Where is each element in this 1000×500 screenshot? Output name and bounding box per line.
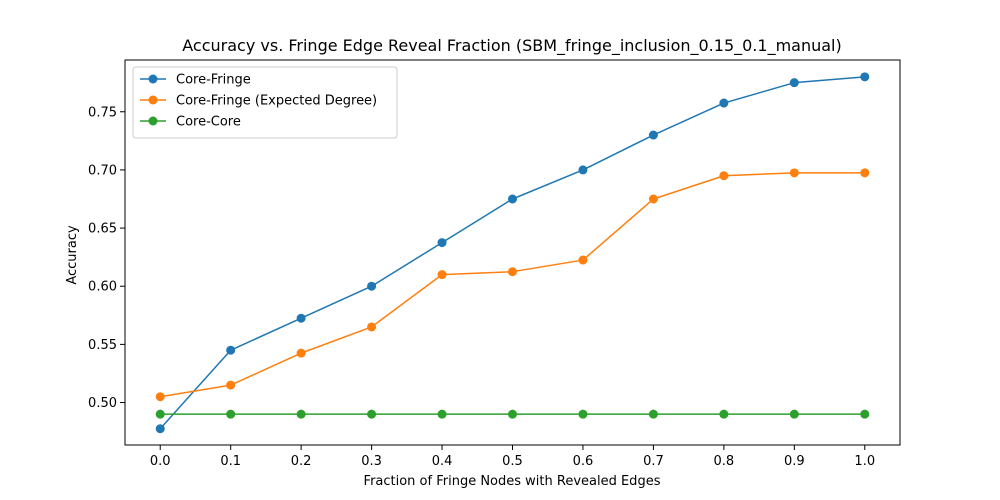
legend-label-core-core: Core-Core xyxy=(176,115,241,130)
data-point-core-fringe xyxy=(789,78,799,88)
legend-label-core-fringe-expected-degree: Core-Fringe (Expected Degree) xyxy=(176,94,377,109)
x-tick-label: 0.7 xyxy=(643,454,664,469)
x-tick-label: 0.8 xyxy=(714,454,735,469)
data-point-core-fringe xyxy=(437,238,447,248)
chart-title: Accuracy vs. Fringe Edge Reveal Fraction… xyxy=(182,36,841,56)
data-point-core-core xyxy=(578,409,588,419)
data-point-core-fringe xyxy=(719,98,729,108)
y-tick-label: 0.70 xyxy=(88,163,117,178)
data-point-core-fringe xyxy=(578,165,588,175)
data-point-core-fringe-expected-degree xyxy=(789,168,799,178)
x-tick-label: 0.9 xyxy=(784,454,805,469)
data-point-core-core xyxy=(367,409,377,419)
x-tick-label: 0.4 xyxy=(432,454,453,469)
data-point-core-core xyxy=(719,409,729,419)
data-point-core-fringe xyxy=(155,424,165,434)
legend: Core-Fringe Core-Fringe (Expected Degree)… xyxy=(132,66,398,139)
data-point-core-core xyxy=(226,409,236,419)
x-axis-title: Fraction of Fringe Nodes with Revealed E… xyxy=(364,474,661,489)
y-tick-label: 0.75 xyxy=(88,105,117,120)
x-tick-label: 0.5 xyxy=(502,454,523,469)
data-point-core-core xyxy=(648,409,658,419)
plot-area: 0.0 0.1 0.2 0.3 0.4 0.5 0.6 0.7 0.8 0.9 1.0 0.50 0.5… xyxy=(88,59,901,469)
legend-label-core-fringe: Core-Fringe xyxy=(176,73,251,88)
data-point-core-fringe xyxy=(508,194,517,204)
data-point-core-fringe xyxy=(226,345,236,355)
data-point-core-fringe-expected-degree xyxy=(578,255,588,265)
data-point-core-fringe-expected-degree xyxy=(226,380,236,390)
x-tick-label: 0.2 xyxy=(291,454,312,469)
x-tick-label: 0.0 xyxy=(150,454,171,469)
data-point-core-core xyxy=(860,409,870,419)
data-point-core-fringe-expected-degree xyxy=(719,171,729,181)
legend-marker-core-fringe xyxy=(148,74,158,84)
series-line-core-fringe-expected-degree xyxy=(160,172,865,398)
y-tick-label: 0.65 xyxy=(88,222,117,237)
data-point-core-fringe xyxy=(860,72,870,82)
data-point-core-fringe-expected-degree xyxy=(508,267,517,277)
legend-frame xyxy=(132,66,398,139)
y-tick-label: 0.50 xyxy=(88,396,117,411)
data-point-core-fringe xyxy=(296,313,306,323)
x-tick-label: 0.3 xyxy=(361,454,382,469)
data-point-core-fringe xyxy=(367,281,377,291)
data-point-core-fringe-expected-degree xyxy=(648,194,658,204)
data-point-core-fringe-expected-degree xyxy=(296,348,306,358)
data-point-core-fringe-expected-degree xyxy=(437,270,447,280)
legend-marker-core-core xyxy=(148,116,158,126)
data-point-core-core xyxy=(789,409,799,419)
x-tick-label: 1.0 xyxy=(854,454,875,469)
legend-marker-core-fringe-expected-degree xyxy=(148,95,158,105)
data-point-core-fringe-expected-degree xyxy=(860,168,870,178)
y-tick-label: 0.55 xyxy=(88,338,117,353)
data-point-core-fringe-expected-degree xyxy=(367,322,377,332)
y-tick-label: 0.60 xyxy=(88,280,117,295)
data-point-core-core xyxy=(155,409,165,419)
data-point-core-fringe-expected-degree xyxy=(155,392,165,402)
data-point-core-fringe xyxy=(648,130,658,140)
y-axis-title: Accuracy xyxy=(65,225,80,285)
data-point-core-core xyxy=(508,409,517,419)
data-point-core-core xyxy=(296,409,306,419)
x-tick-label: 0.1 xyxy=(220,454,241,469)
data-point-core-core xyxy=(437,409,447,419)
x-tick-label: 0.6 xyxy=(573,454,594,469)
